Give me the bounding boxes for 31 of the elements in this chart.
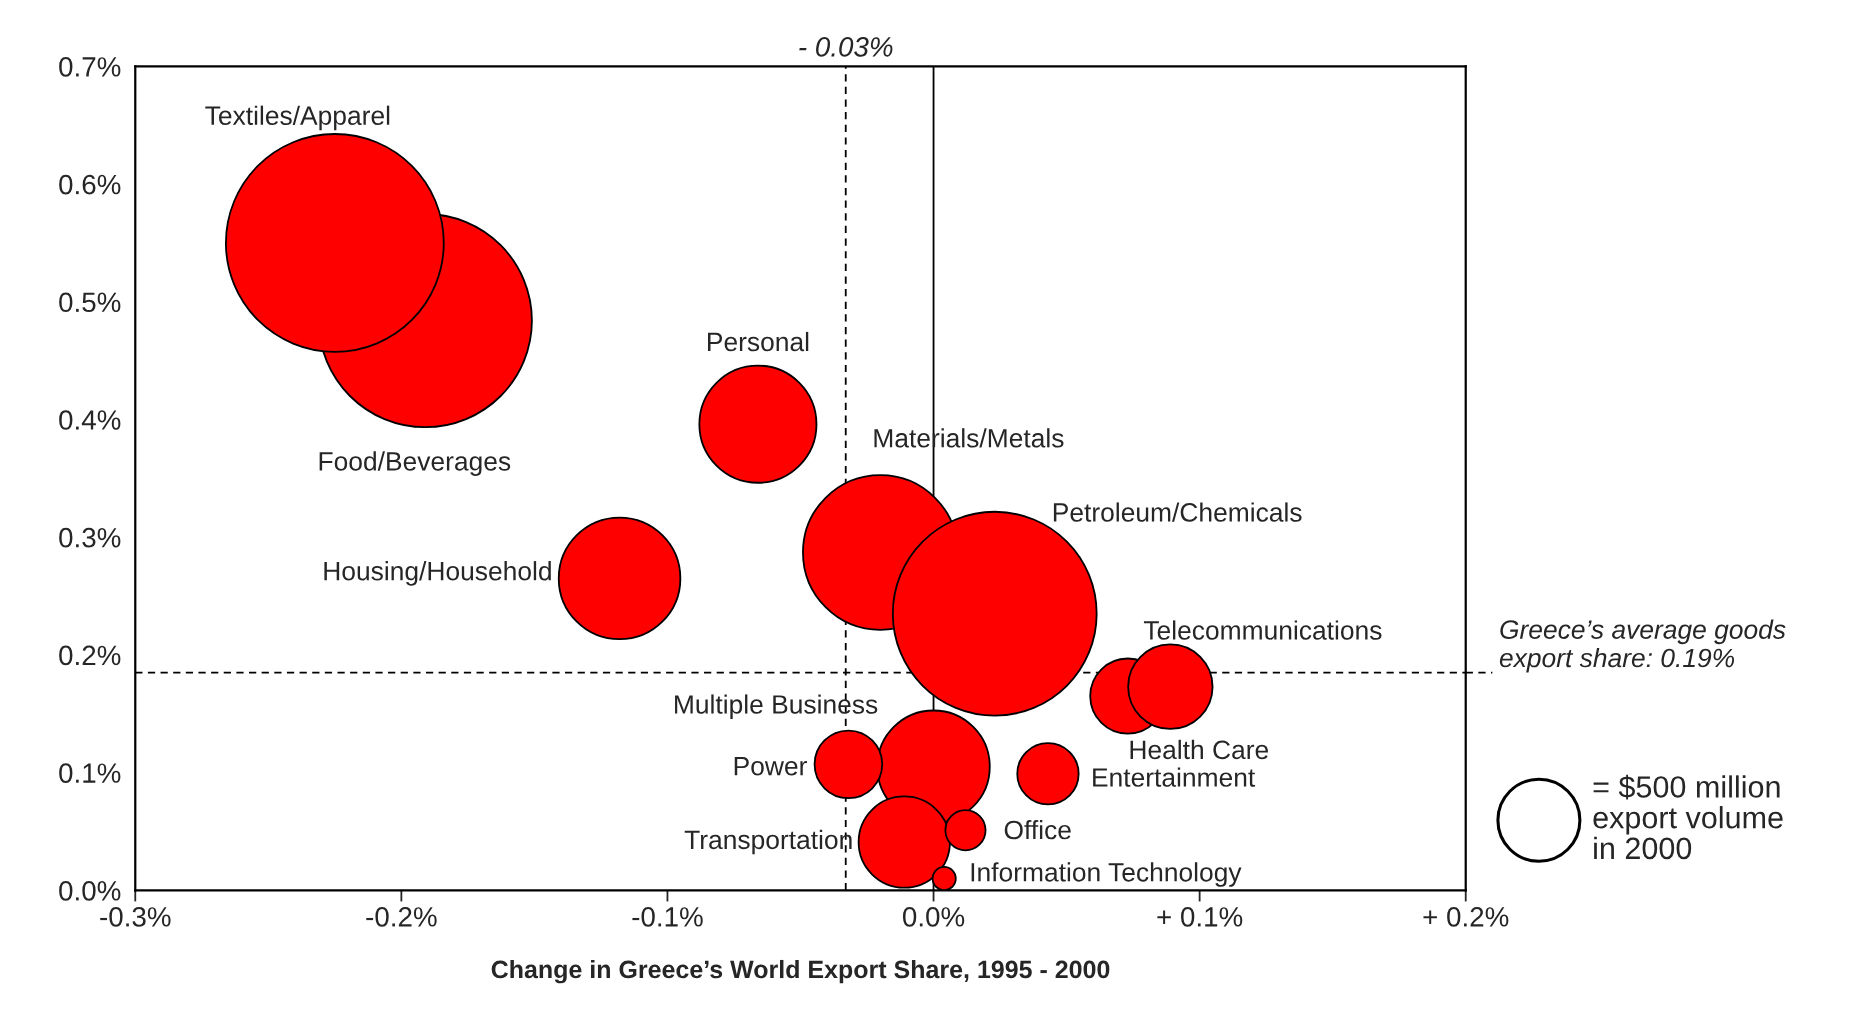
x-tick-label: -0.3% — [100, 907, 171, 927]
series-label: Petroleum/Chemicals — [1053, 502, 1302, 522]
y-tick-label: 0.7% — [59, 57, 121, 77]
x-axis-title: Change in Greece’s World Export Share, 1995 - 2000 — [491, 959, 1110, 984]
series-label: Telecommunications — [1143, 620, 1382, 640]
series-label: Personal — [708, 331, 809, 352]
series-label: Power — [734, 757, 807, 776]
series-label: Office — [1004, 819, 1071, 840]
y-tick-label: 0.0% — [59, 880, 121, 901]
series-label: Food/Beverages — [319, 451, 511, 476]
y-tick-label: 0.1% — [59, 763, 121, 783]
y-tick-label: 0.3% — [59, 527, 121, 548]
y-tick-label: 0.6% — [59, 174, 121, 195]
ref-line-label: Greece’s average goods export share: 0.19% — [1499, 619, 1786, 673]
series-label: Housing/Household — [324, 561, 551, 586]
y-tick-label: 0.2% — [59, 645, 121, 666]
y-tick-label: 0.5% — [59, 292, 121, 313]
x-tick-label: + 0.1% — [1157, 907, 1243, 927]
series-label: Transportation — [684, 829, 852, 855]
legend-label: = $500 million export volume in 2000 — [1593, 774, 1783, 860]
y-tick-label: 0.4% — [59, 410, 121, 430]
x-tick-label: 0.0% — [902, 907, 965, 927]
series-label: Multiple Business — [675, 694, 878, 720]
series-label: Entertainment — [1093, 767, 1256, 787]
x-tick-label: -0.1% — [632, 907, 703, 927]
x-tick-label: -0.2% — [366, 907, 437, 927]
series-label: Health Care — [1130, 739, 1269, 760]
x-tick-label: + 0.2% — [1423, 907, 1509, 927]
ref-line-label: - 0.03% — [799, 37, 893, 57]
series-label: Textiles/Apparel — [205, 105, 390, 131]
series-label: Information Technology — [971, 862, 1242, 887]
